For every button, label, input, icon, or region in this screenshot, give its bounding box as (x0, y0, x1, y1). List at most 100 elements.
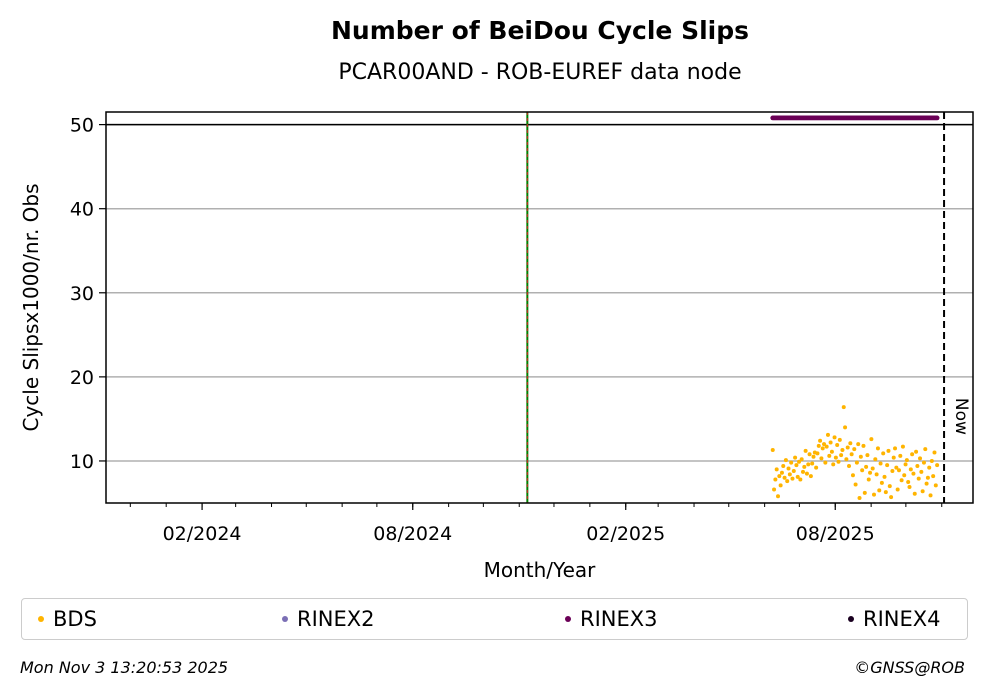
bds-point (918, 456, 923, 461)
bds-point (873, 457, 878, 462)
bds-point (850, 473, 855, 478)
bds-point (858, 454, 863, 459)
y-axis-label: Cycle Slipsx1000/nr. Obs (19, 183, 43, 431)
bds-point (920, 489, 925, 494)
bds-point (833, 455, 838, 460)
bds-point (895, 487, 900, 492)
bds-point (829, 449, 834, 454)
legend-marker (565, 616, 571, 622)
footer-timestamp: Mon Nov 3 13:20:53 2025 (20, 658, 229, 677)
bds-point (814, 465, 819, 470)
bds-point (925, 475, 930, 480)
bds-point (899, 478, 904, 483)
bds-point (865, 453, 870, 458)
bds-point (914, 449, 919, 454)
bds-point (856, 442, 861, 447)
bds-point (924, 481, 929, 486)
bds-point (791, 469, 796, 474)
bds-point (889, 495, 894, 500)
legend-label: RINEX3 (580, 607, 658, 631)
bds-point (870, 466, 875, 471)
legend-label: RINEX4 (863, 607, 941, 631)
bds-point (774, 467, 779, 472)
bds-point (868, 470, 873, 475)
bds-point (907, 485, 912, 490)
legend: BDS RINEX2 RINEX3 RINEX4 (21, 598, 968, 640)
bds-point (933, 483, 938, 488)
rinex3-point (934, 115, 940, 121)
bds-point (806, 462, 811, 467)
bds-point (798, 477, 803, 482)
bds-point (874, 472, 879, 477)
chart-subtitle: PCAR00AND - ROB-EUREF data node (338, 60, 742, 85)
bds-point (840, 448, 845, 453)
bds-point (815, 451, 820, 456)
bds-point (887, 484, 892, 489)
bds-point (928, 493, 933, 498)
legend-marker (848, 616, 854, 622)
y-tick-label: 10 (70, 451, 94, 473)
x-tick-label: 08/2025 (796, 523, 875, 545)
bds-point (785, 479, 790, 484)
bds-point (799, 457, 804, 462)
bds-point (836, 459, 841, 464)
bds-point (879, 480, 884, 485)
bds-point (839, 453, 844, 458)
bds-point (816, 443, 821, 448)
plot-frame (105, 111, 974, 504)
bds-point (844, 457, 849, 462)
legend-item-bds: BDS (38, 599, 97, 639)
bds-point (886, 448, 891, 453)
bds-point (919, 469, 924, 474)
bds-point (783, 458, 788, 463)
bds-point (835, 442, 840, 447)
bds-point (803, 448, 808, 453)
bds-point (862, 490, 867, 495)
bds-point (904, 458, 909, 463)
bds-point (911, 471, 916, 476)
chart-title: Number of BeiDou Cycle Slips (330, 16, 750, 45)
bds-point (854, 460, 859, 465)
legend-item-rinex3: RINEX3 (565, 599, 658, 639)
bds-point (828, 440, 833, 445)
bds-point (916, 476, 921, 481)
bds-point (793, 455, 798, 460)
bds-point (841, 405, 846, 410)
bds-point (902, 473, 907, 478)
bds-point (827, 453, 832, 458)
chart-plot: 10 20 30 40 50 02/2024 08/2024 02/2025 08/2025 No… (19, 111, 974, 582)
bds-point (852, 447, 857, 452)
bds-point (898, 453, 903, 458)
bds-point (831, 462, 836, 467)
bds-point (819, 456, 824, 461)
legend-label: RINEX2 (297, 607, 375, 631)
now-label: Now (951, 398, 971, 435)
legend-label: BDS (53, 607, 97, 631)
bds-point (849, 452, 854, 457)
bds-point (845, 445, 850, 450)
bds-point (883, 490, 888, 495)
bds-point (776, 494, 781, 499)
bds-point (837, 437, 842, 442)
bds-point (908, 467, 913, 472)
bds-point (790, 476, 795, 481)
bds-point (795, 474, 800, 479)
bds-point (820, 446, 825, 451)
x-tick-label: 02/2025 (586, 523, 665, 545)
bds-point (825, 432, 830, 437)
bds-point (861, 443, 866, 448)
bds-point (807, 452, 812, 457)
bds-point (847, 464, 852, 469)
bds-point (818, 438, 823, 443)
bds-point (910, 452, 915, 457)
y-tick-label: 30 (70, 283, 94, 305)
bds-point (822, 442, 827, 447)
bds-point (906, 479, 911, 484)
bds-point (893, 446, 898, 451)
bds-point (789, 460, 794, 465)
bds-point (770, 448, 775, 453)
bds-point (804, 471, 809, 476)
bds-point (875, 446, 880, 451)
bds-point (778, 483, 783, 488)
bds-point (823, 460, 828, 465)
